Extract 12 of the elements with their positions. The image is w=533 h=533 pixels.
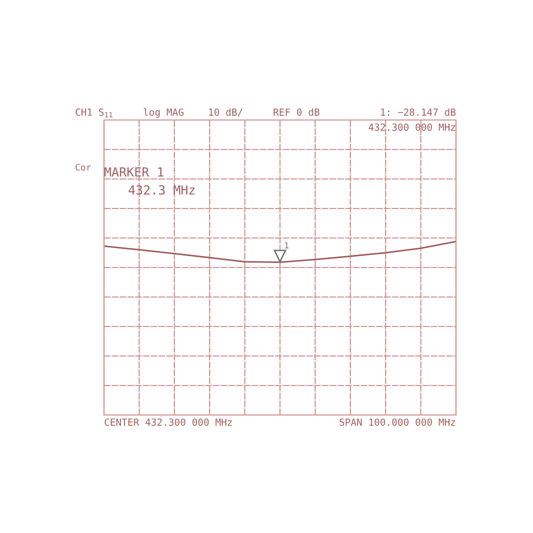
text: 432.300 000 MHz — [368, 123, 456, 131]
text: 1: −28.147 dB — [381, 108, 456, 116]
text: log MAG — [144, 108, 184, 118]
text: 10 dB/ — [209, 108, 242, 117]
text: CH1 S$_{11}$ — [76, 108, 112, 118]
text: MARKER 1 — [104, 167, 164, 176]
text: Cor — [76, 164, 91, 171]
text: 432.3 MHz — [128, 185, 195, 195]
annotation: 1 — [285, 242, 288, 248]
text: SPAN 100.000 000 MHz — [340, 418, 456, 426]
text: REF 0 dB — [274, 108, 320, 116]
text: CENTER 432.300 000 MHz — [104, 418, 232, 426]
